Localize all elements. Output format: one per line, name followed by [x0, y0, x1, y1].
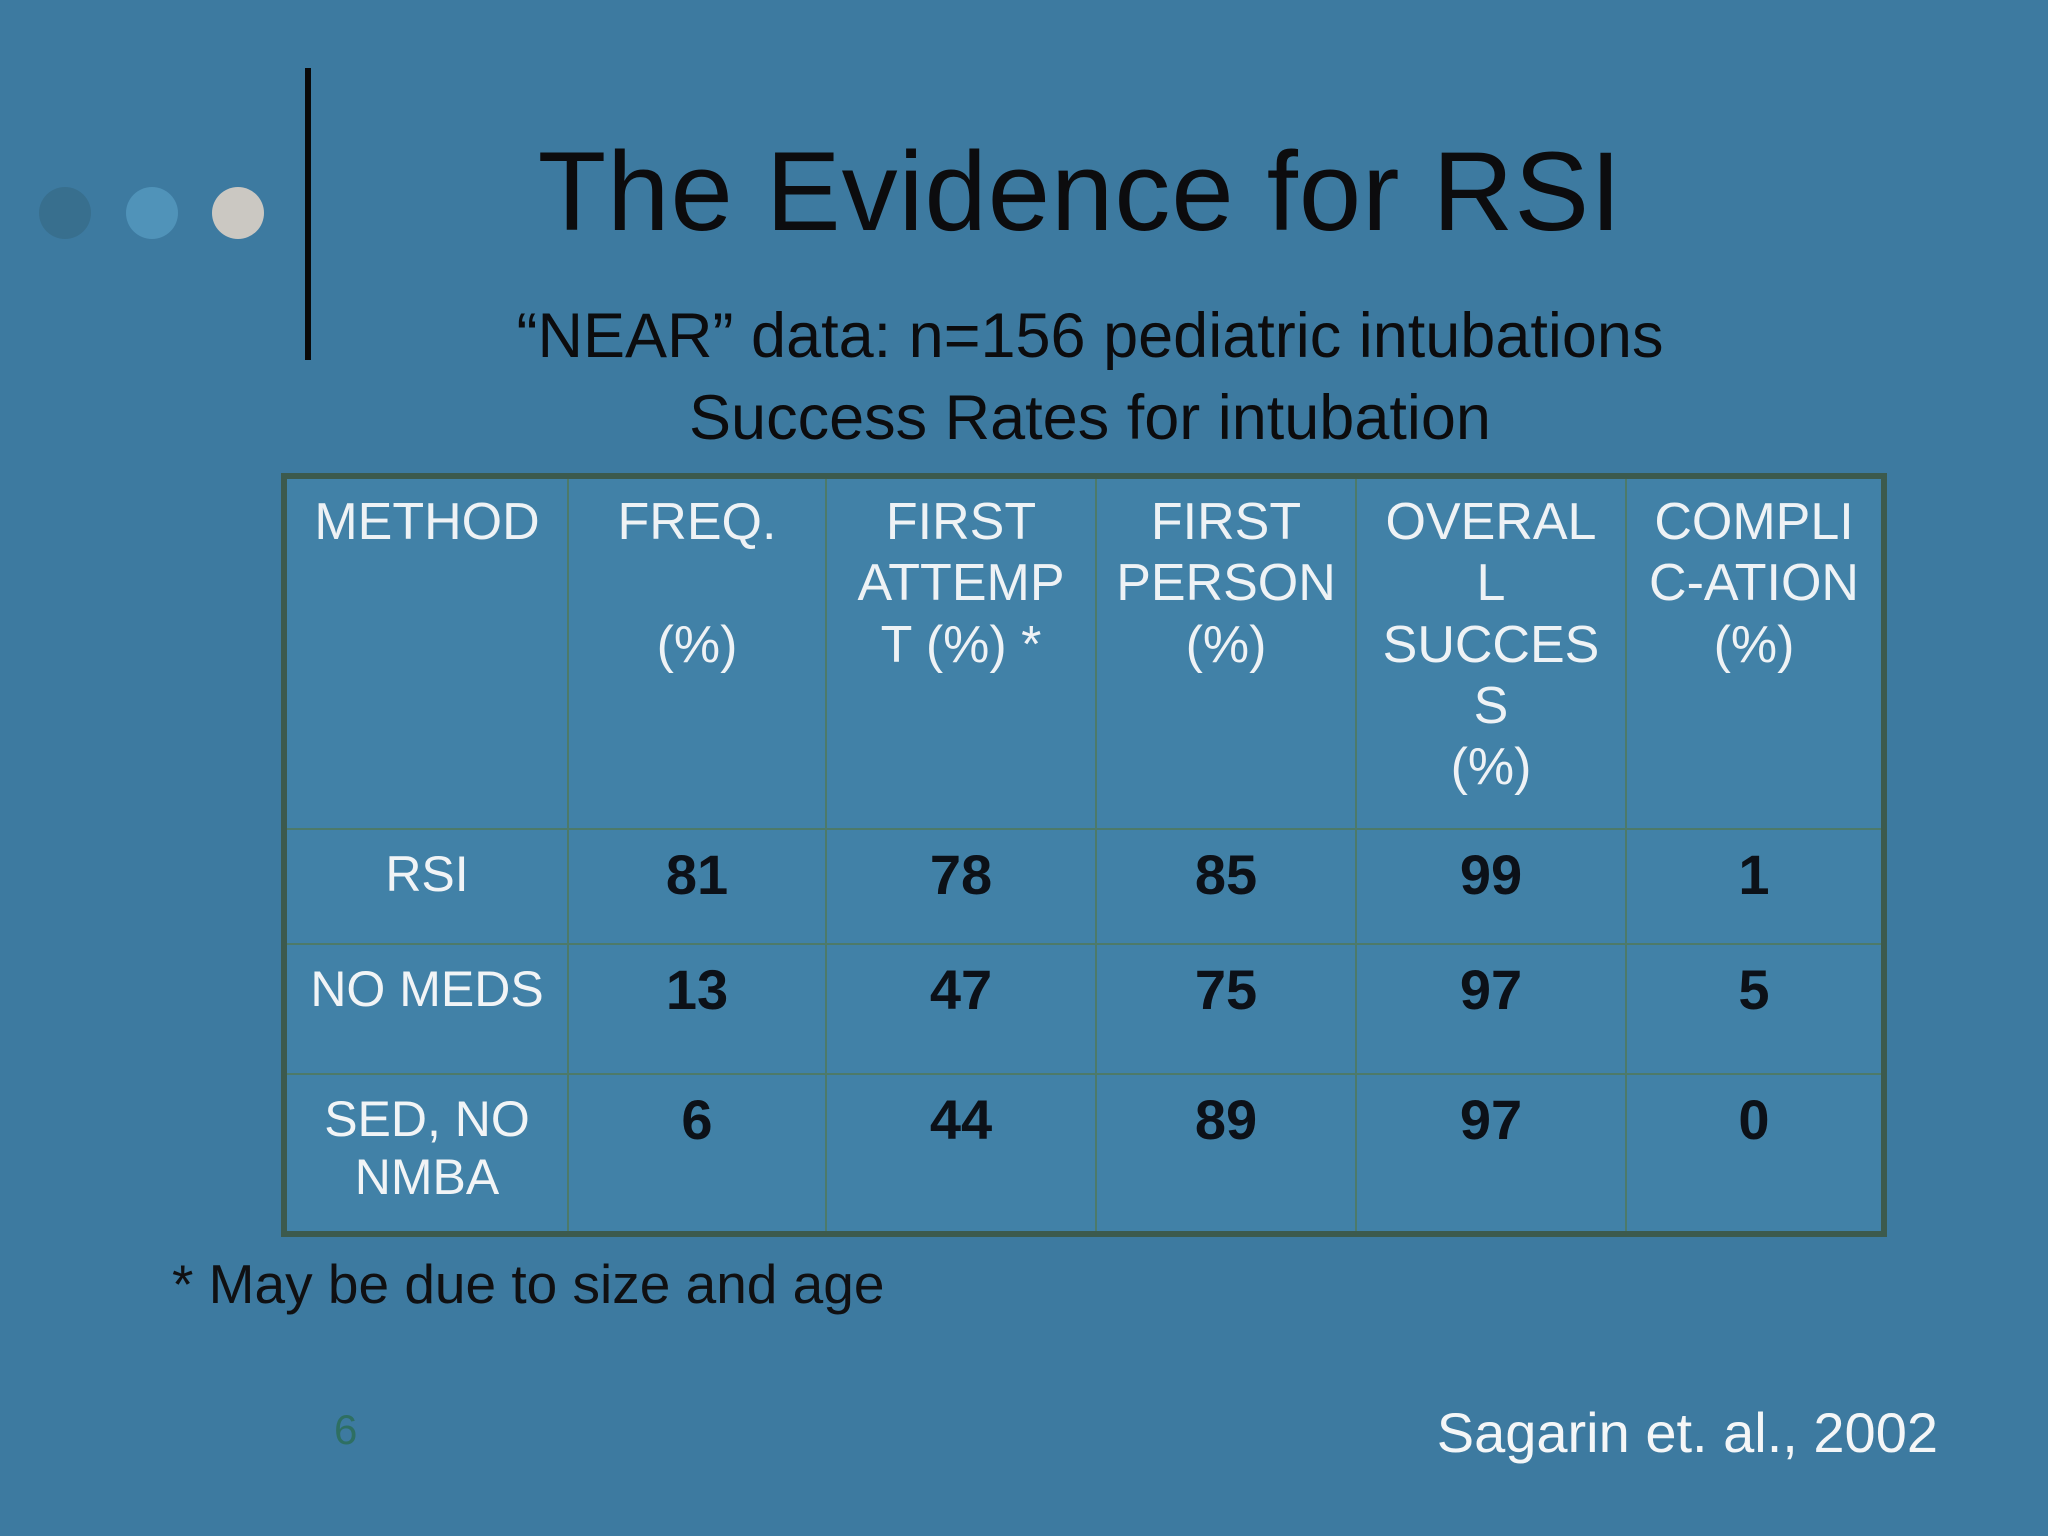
col-header-first-person: FIRST PERSON (%) — [1095, 475, 1357, 830]
cell-sed-overall-success: 97 — [1355, 1073, 1627, 1235]
cell-rsi-first-attempt: 78 — [825, 828, 1097, 945]
cell-no-meds-overall-success: 97 — [1355, 943, 1627, 1075]
col-header-complication: COMPLI C-ATION (%) — [1625, 475, 1885, 830]
vertical-divider-line — [305, 68, 311, 360]
cell-sed-first-person: 89 — [1095, 1073, 1357, 1235]
cell-no-meds-first-attempt: 47 — [825, 943, 1097, 1075]
page-number: 6 — [334, 1406, 358, 1453]
col-header-first-attempt: FIRST ATTEMP T (%) * — [825, 475, 1097, 830]
table-row-sed-no-nmba: SED, NO NMBA 6 44 89 97 0 — [283, 1073, 1885, 1235]
footnote: * May be due to size and age — [172, 1253, 885, 1315]
cell-sed-first-attempt: 44 — [825, 1073, 1097, 1235]
row-label-no-meds: NO MEDS — [283, 943, 569, 1075]
col-header-freq-label: FREQ. (%) — [617, 493, 777, 674]
decorative-dot-dark-icon — [39, 187, 91, 239]
results-table: METHOD FREQ. (%) FIRST ATTEMP T (%) * FI… — [281, 473, 1887, 1237]
col-header-method: METHOD — [283, 475, 569, 830]
cell-rsi-complication: 1 — [1625, 828, 1885, 945]
decorative-dot-blue-icon — [126, 187, 178, 239]
table-row-no-meds: NO MEDS 13 47 75 97 5 — [283, 943, 1885, 1075]
slide-subtitle: “NEAR” data: n=156 pediatric intubations… — [290, 296, 1890, 460]
col-header-overall-success: OVERAL L SUCCES S (%) — [1355, 475, 1627, 830]
col-header-complication-label: COMPLI C-ATION (%) — [1649, 493, 1859, 674]
cell-no-meds-freq: 13 — [567, 943, 827, 1075]
cell-rsi-overall-success: 99 — [1355, 828, 1627, 945]
row-label-rsi: RSI — [283, 828, 569, 945]
table-header-row: METHOD FREQ. (%) FIRST ATTEMP T (%) * FI… — [283, 475, 1885, 830]
cell-rsi-first-person: 85 — [1095, 828, 1357, 945]
col-header-first-attempt-label: FIRST ATTEMP T (%) * — [857, 493, 1065, 674]
table-row-rsi: RSI 81 78 85 99 1 — [283, 828, 1885, 945]
col-header-method-label: METHOD — [314, 493, 540, 551]
col-header-first-person-label: FIRST PERSON (%) — [1116, 493, 1336, 674]
cell-no-meds-complication: 5 — [1625, 943, 1885, 1075]
subtitle-line-2: Success Rates for intubation — [689, 382, 1491, 453]
row-label-sed-no-nmba: SED, NO NMBA — [283, 1073, 569, 1235]
cell-sed-complication: 0 — [1625, 1073, 1885, 1235]
cell-sed-freq: 6 — [567, 1073, 827, 1235]
col-header-overall-success-label: OVERAL L SUCCES S (%) — [1382, 493, 1600, 797]
page-title: The Evidence for RSI — [537, 129, 1623, 254]
cell-rsi-freq: 81 — [567, 828, 827, 945]
decorative-dot-gray-icon — [212, 187, 264, 239]
cell-no-meds-first-person: 75 — [1095, 943, 1357, 1075]
col-header-freq: FREQ. (%) — [567, 475, 827, 830]
citation: Sagarin et. al., 2002 — [1436, 1401, 1938, 1464]
subtitle-line-1: “NEAR” data: n=156 pediatric intubations — [516, 301, 1664, 371]
